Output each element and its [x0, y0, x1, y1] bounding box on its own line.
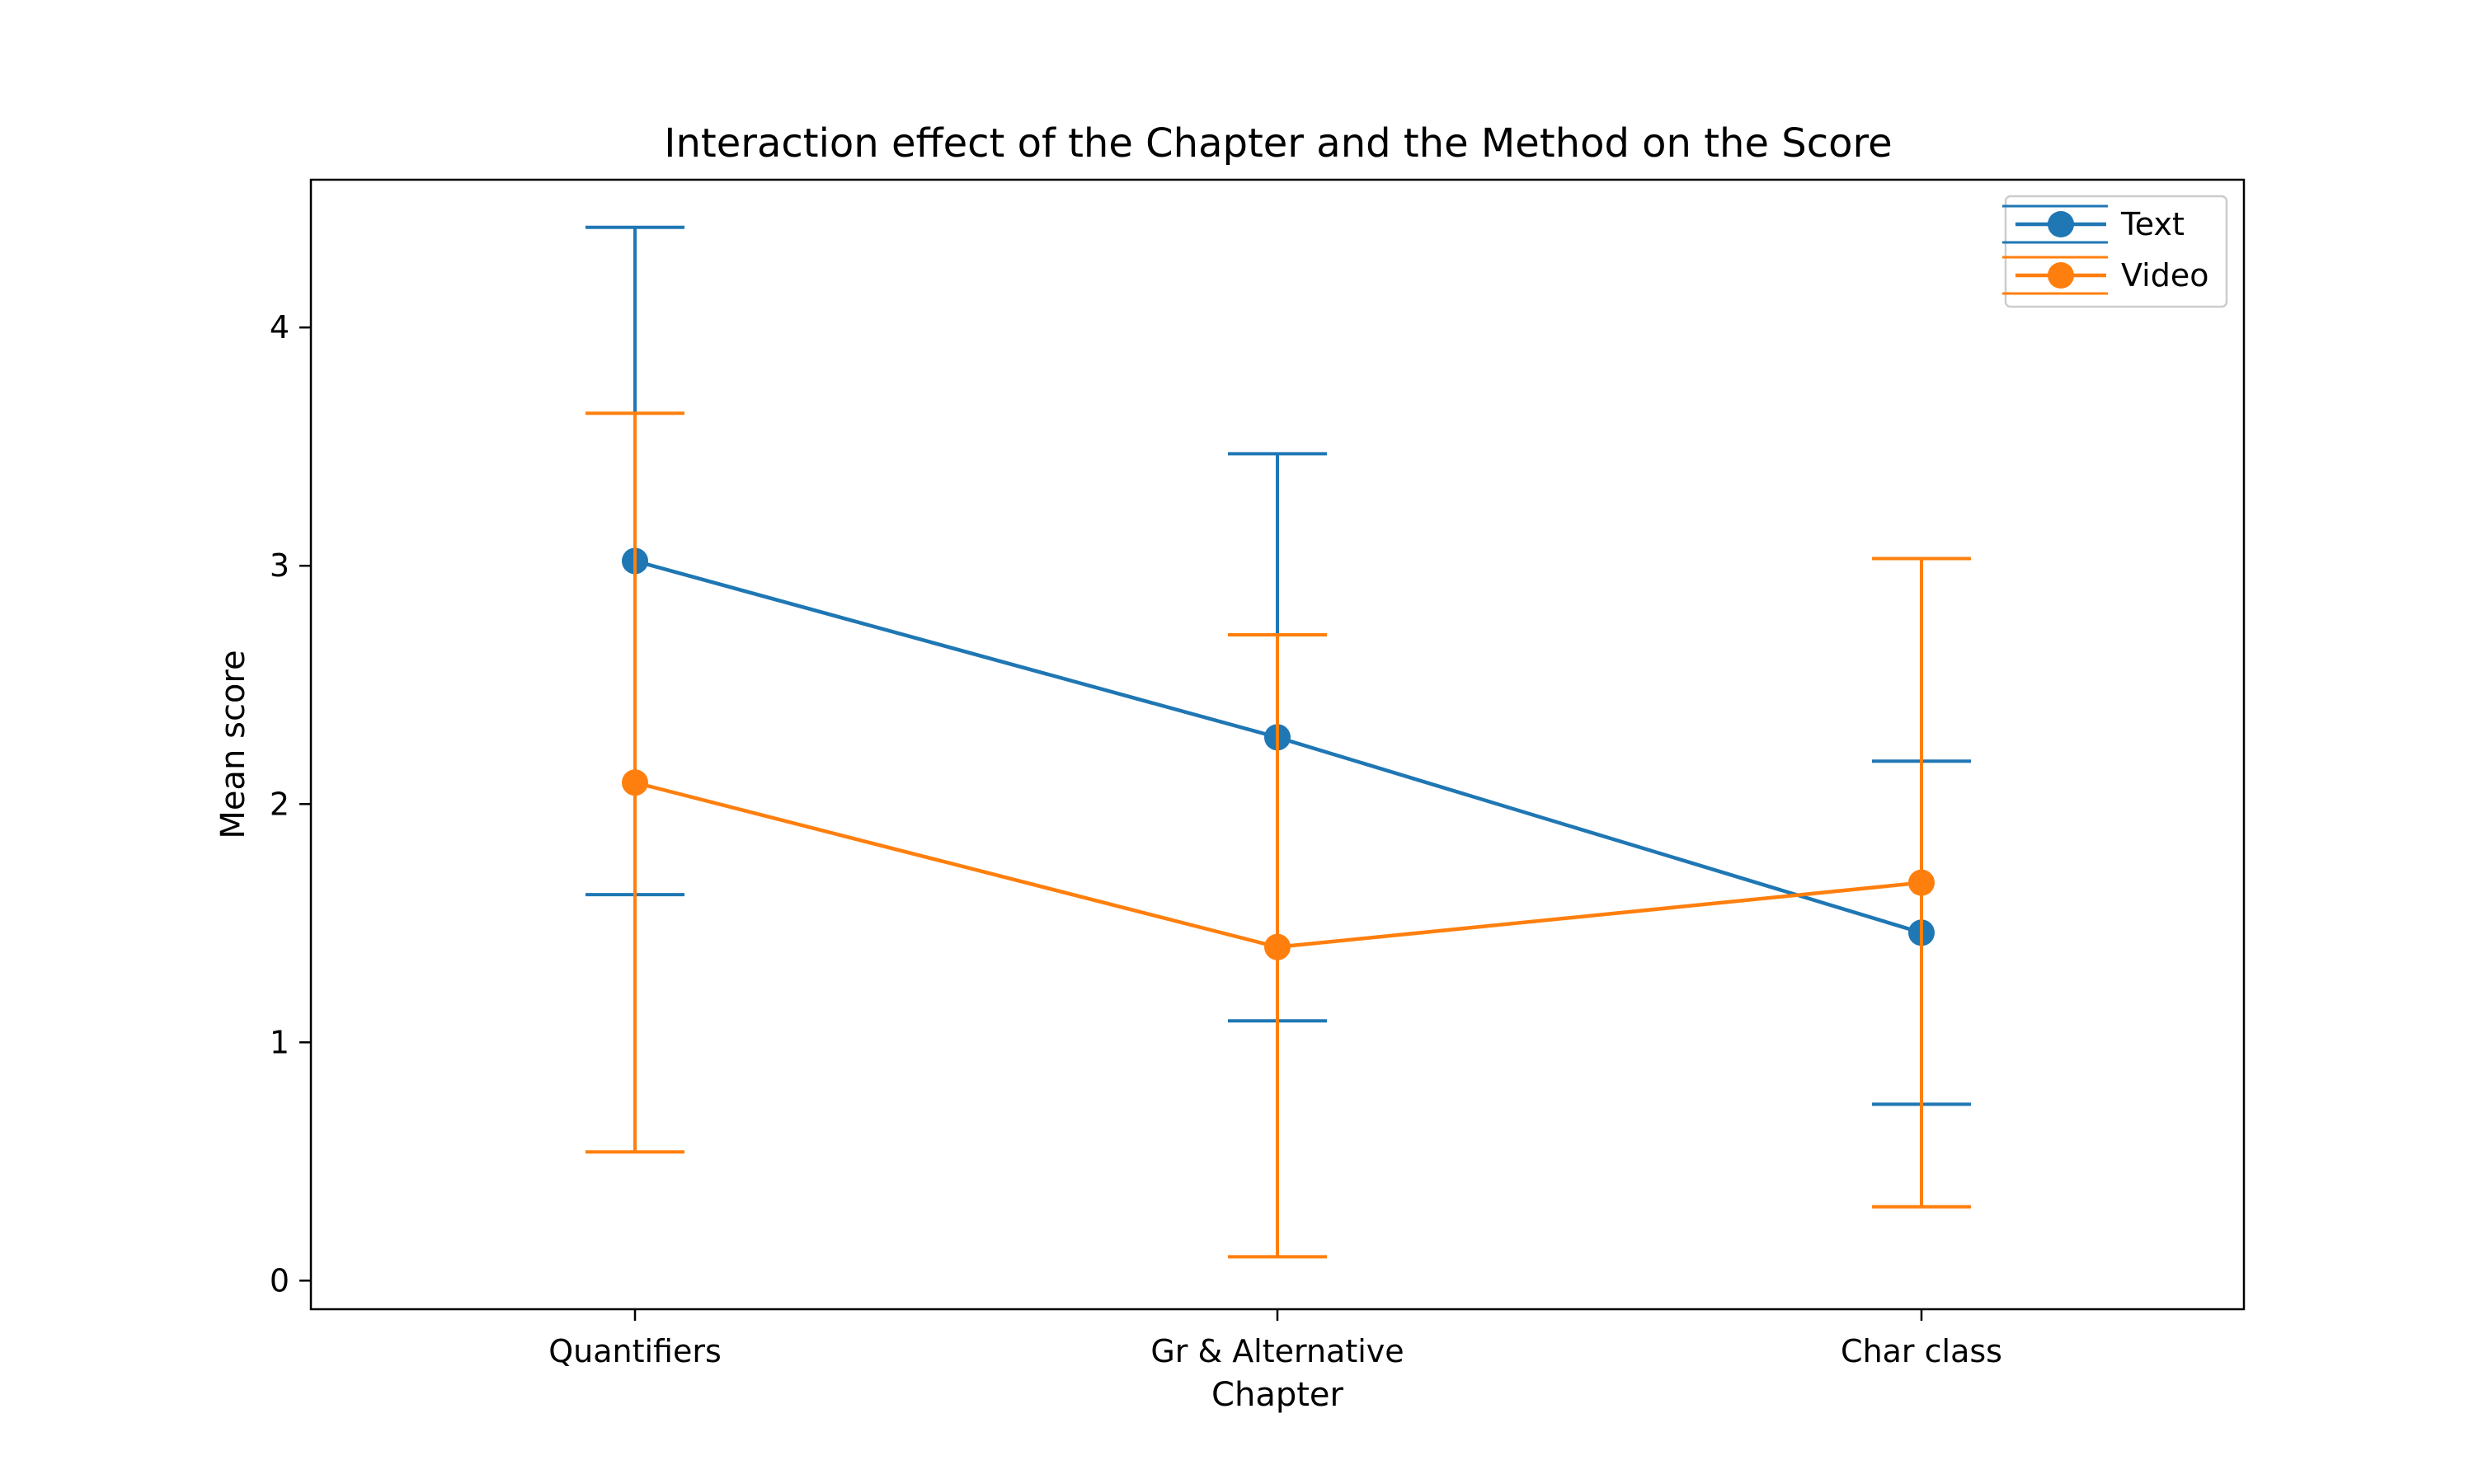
legend-label: Video	[2121, 257, 2208, 294]
legend-item-text: Text	[2002, 204, 2185, 244]
x-tick-label: Char class	[1841, 1333, 2002, 1369]
y-axis-label: Mean score	[214, 650, 252, 838]
x-tick-label: Gr & Alternative	[1150, 1333, 1404, 1369]
data-point	[1264, 933, 1291, 960]
y-tick-label: 4	[270, 309, 289, 345]
legend-label: Text	[2120, 206, 2185, 242]
y-tick-label: 1	[270, 1024, 289, 1060]
legend-marker	[2048, 211, 2074, 237]
chart-title: Interaction effect of the Chapter and th…	[664, 120, 1892, 167]
y-tick-label: 3	[270, 547, 289, 584]
legend-item-video: Video	[2002, 256, 2208, 295]
ticks-layer: 0 1 2 3 4 Quantifiers Gr & Alternative Char cla…	[270, 309, 2002, 1369]
series-layer	[586, 225, 1971, 1259]
legend: Text Video	[2002, 195, 2228, 308]
x-tick-label: Quantifiers	[548, 1333, 722, 1369]
y-tick-label: 0	[270, 1262, 289, 1298]
series-video	[586, 411, 1971, 1259]
data-point	[1908, 869, 1935, 896]
y-tick-label: 2	[270, 786, 289, 822]
data-point	[622, 769, 648, 796]
legend-marker	[2048, 262, 2074, 289]
x-axis-label: Chapter	[1211, 1376, 1343, 1414]
